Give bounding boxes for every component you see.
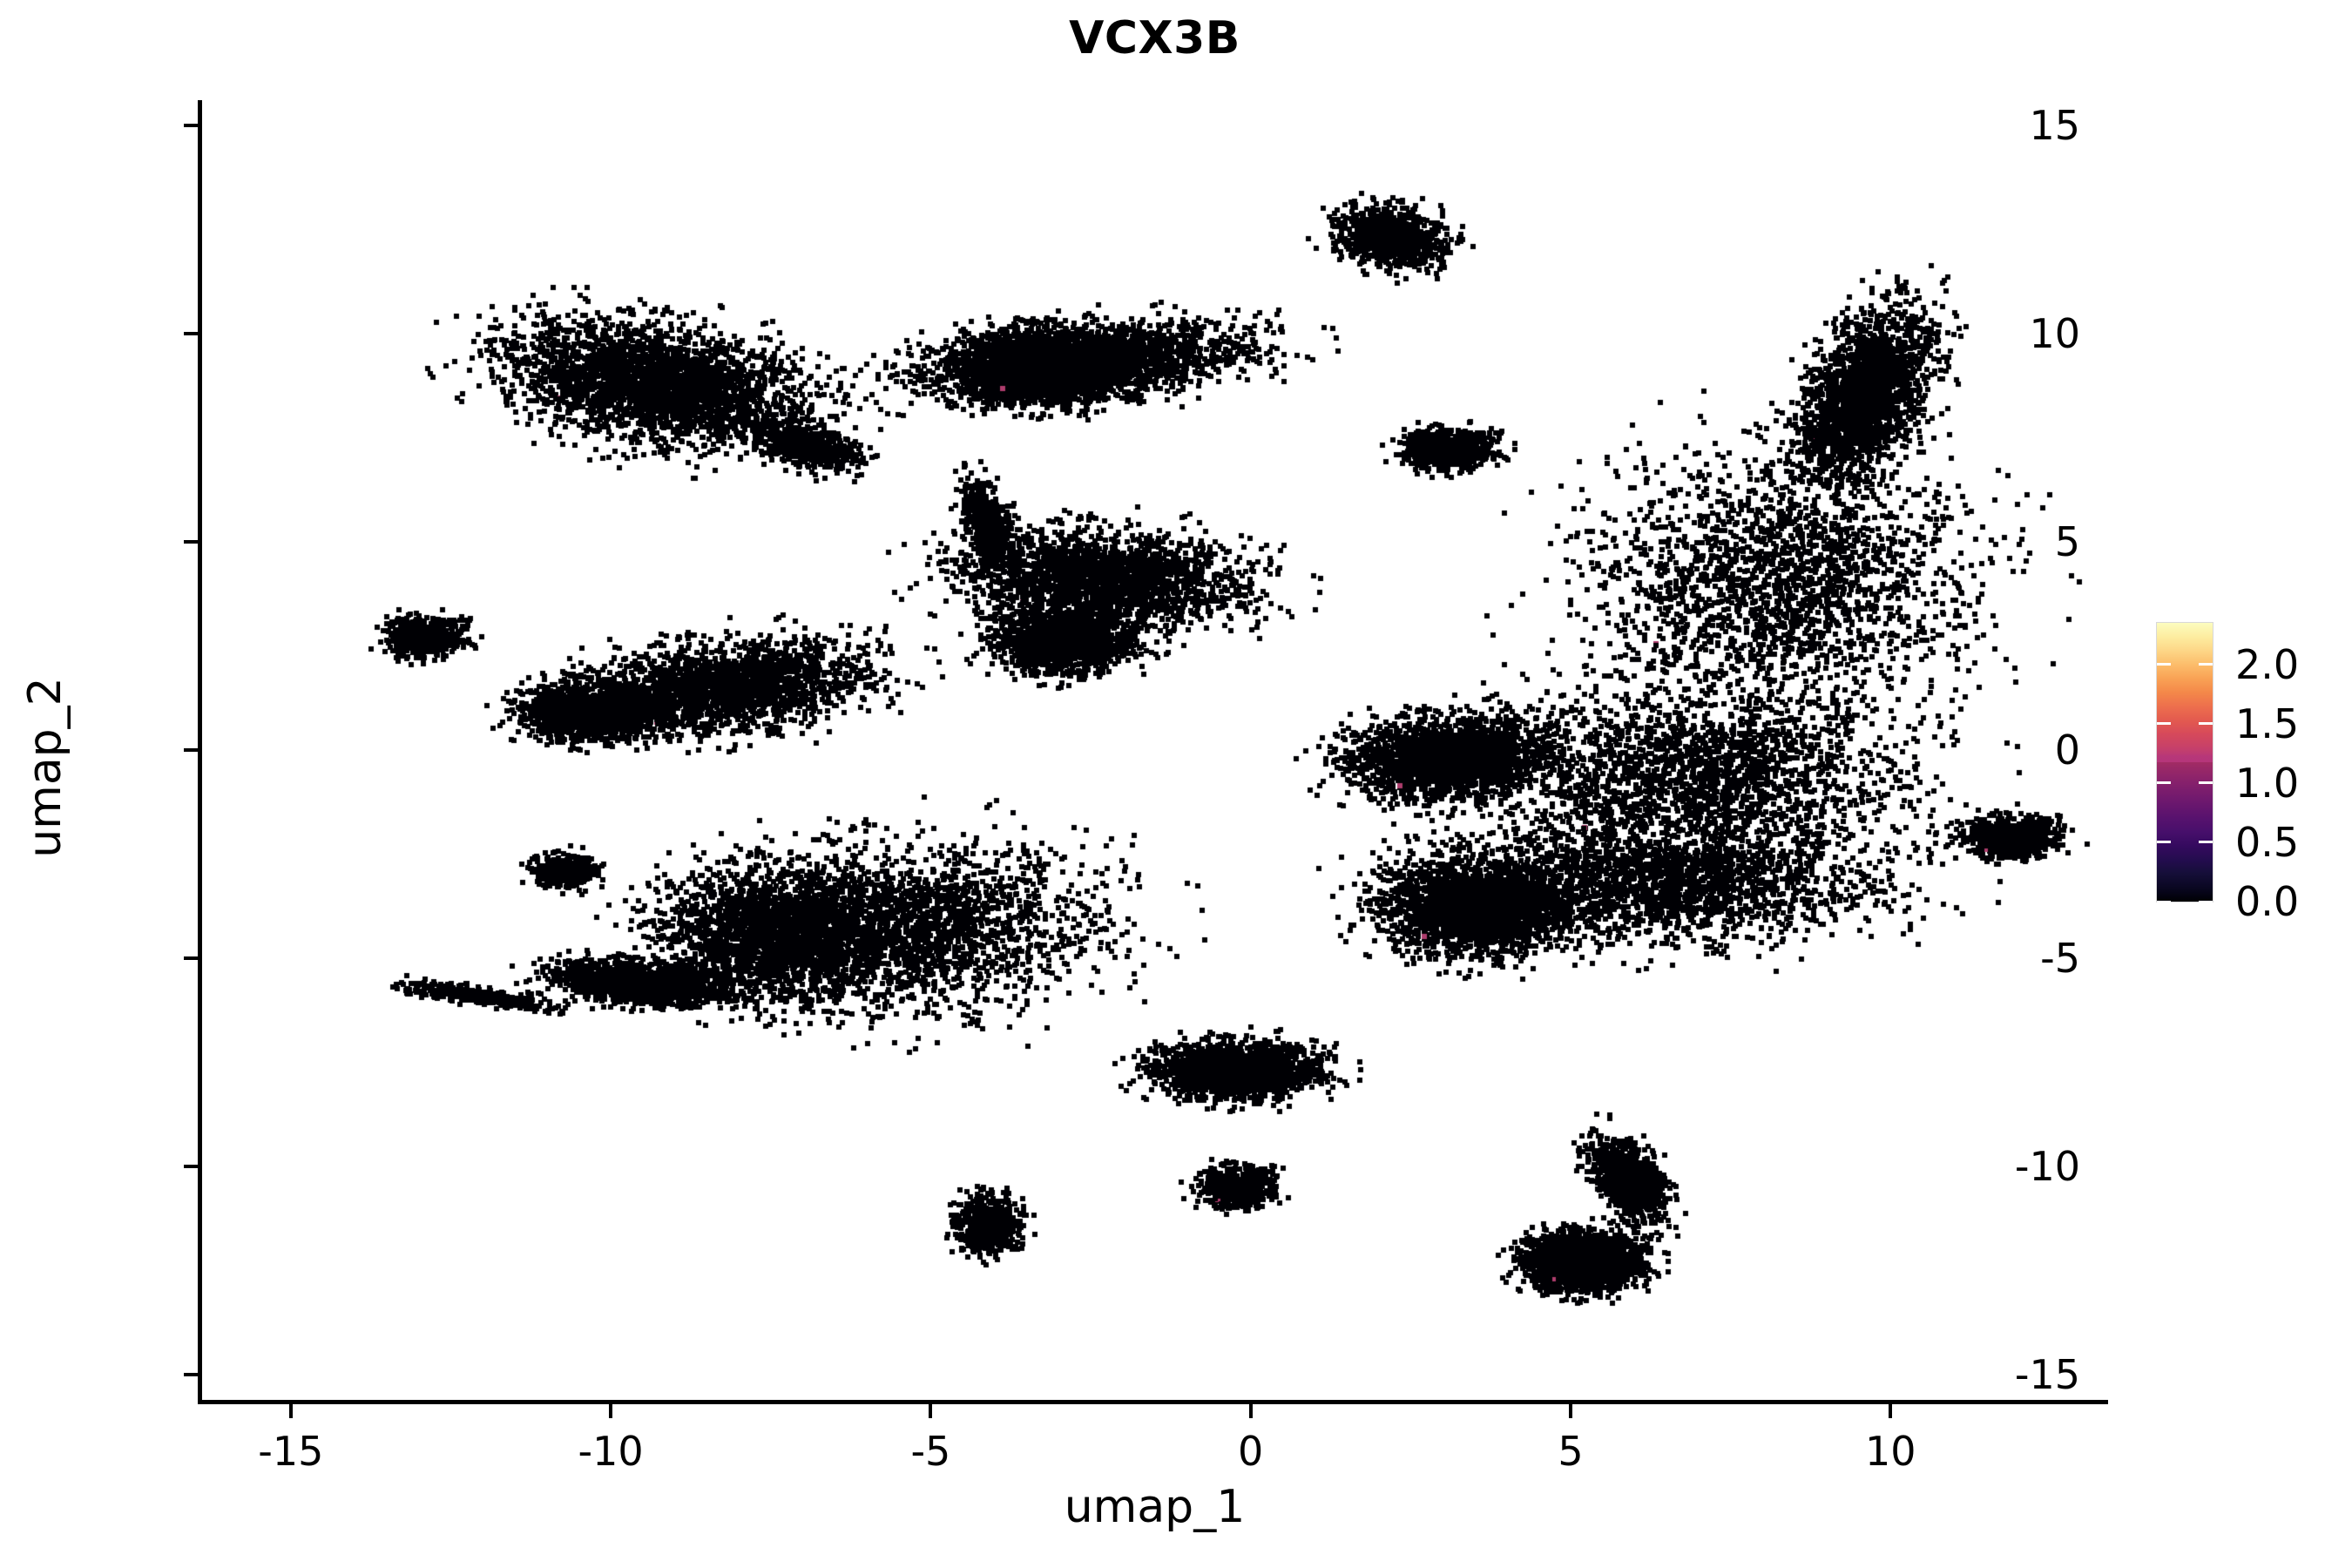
colorbar-tick-mark <box>2157 781 2171 785</box>
y-tick-label: 5 <box>2054 517 2080 565</box>
colorbar[interactable]: 2.0 1.5 1.0 0.5 0.0 <box>2156 622 2349 925</box>
colorbar-tick-label: 0.0 <box>2235 878 2300 925</box>
x-tick-label: -5 <box>910 1428 951 1475</box>
x-axis-label: umap_1 <box>1064 1481 1246 1533</box>
y-tick-mark <box>184 1165 198 1169</box>
x-tick-mark <box>1248 1404 1253 1418</box>
x-tick-mark <box>288 1404 293 1418</box>
x-tick-label: -10 <box>578 1428 644 1475</box>
y-tick-label: 0 <box>2054 727 2080 774</box>
colorbar-tick-label: 1.0 <box>2235 759 2300 807</box>
y-axis-label: umap_2 <box>19 677 71 858</box>
colorbar-gradient <box>2156 622 2213 902</box>
y-tick-label: 15 <box>2029 101 2080 149</box>
scatter-plot-axes[interactable]: 15 10 5 0 -5 -10 -15 -15 -10 -5 0 5 10 <box>184 100 2108 1475</box>
y-tick-label: -10 <box>2014 1143 2080 1191</box>
y-tick-mark <box>184 956 198 961</box>
x-tick-label: 5 <box>1558 1428 1584 1475</box>
colorbar-tick-label: 2.0 <box>2235 640 2300 688</box>
x-tick-mark <box>1889 1404 1893 1418</box>
x-tick-label: -15 <box>258 1428 324 1475</box>
y-tick-mark <box>184 123 198 127</box>
x-tick-label: 0 <box>1238 1428 1264 1475</box>
axis-spine-left <box>198 100 202 1403</box>
colorbar-tick-mark <box>2199 722 2213 726</box>
colorbar-tick-label: 0.5 <box>2235 818 2300 866</box>
colorbar-tick-mark <box>2199 841 2213 844</box>
y-tick-mark <box>184 331 198 335</box>
x-tick-mark <box>929 1404 933 1418</box>
colorbar-tick-mark <box>2199 781 2213 785</box>
y-tick-mark <box>184 539 198 544</box>
y-tick-mark <box>184 748 198 752</box>
y-tick-label: 10 <box>2029 309 2080 357</box>
colorbar-tick-mark <box>2199 663 2213 666</box>
page-title: VCX3B <box>1069 12 1240 64</box>
x-tick-mark <box>1568 1404 1572 1418</box>
x-tick-mark <box>609 1404 613 1418</box>
y-tick-mark <box>184 1373 198 1377</box>
colorbar-tick-label: 1.5 <box>2235 700 2300 747</box>
colorbar-tick-mark <box>2199 900 2213 903</box>
colorbar-tick-mark <box>2157 841 2171 844</box>
axis-spine-bottom <box>198 1400 2108 1404</box>
colorbar-tick-mark <box>2157 900 2171 903</box>
y-tick-label: -5 <box>2040 935 2080 983</box>
colorbar-tick-mark <box>2157 663 2171 666</box>
x-tick-label: 10 <box>1864 1428 1916 1475</box>
y-tick-label: -15 <box>2014 1351 2080 1399</box>
scatter-points-canvas <box>201 100 2108 1400</box>
colorbar-tick-mark <box>2157 722 2171 726</box>
